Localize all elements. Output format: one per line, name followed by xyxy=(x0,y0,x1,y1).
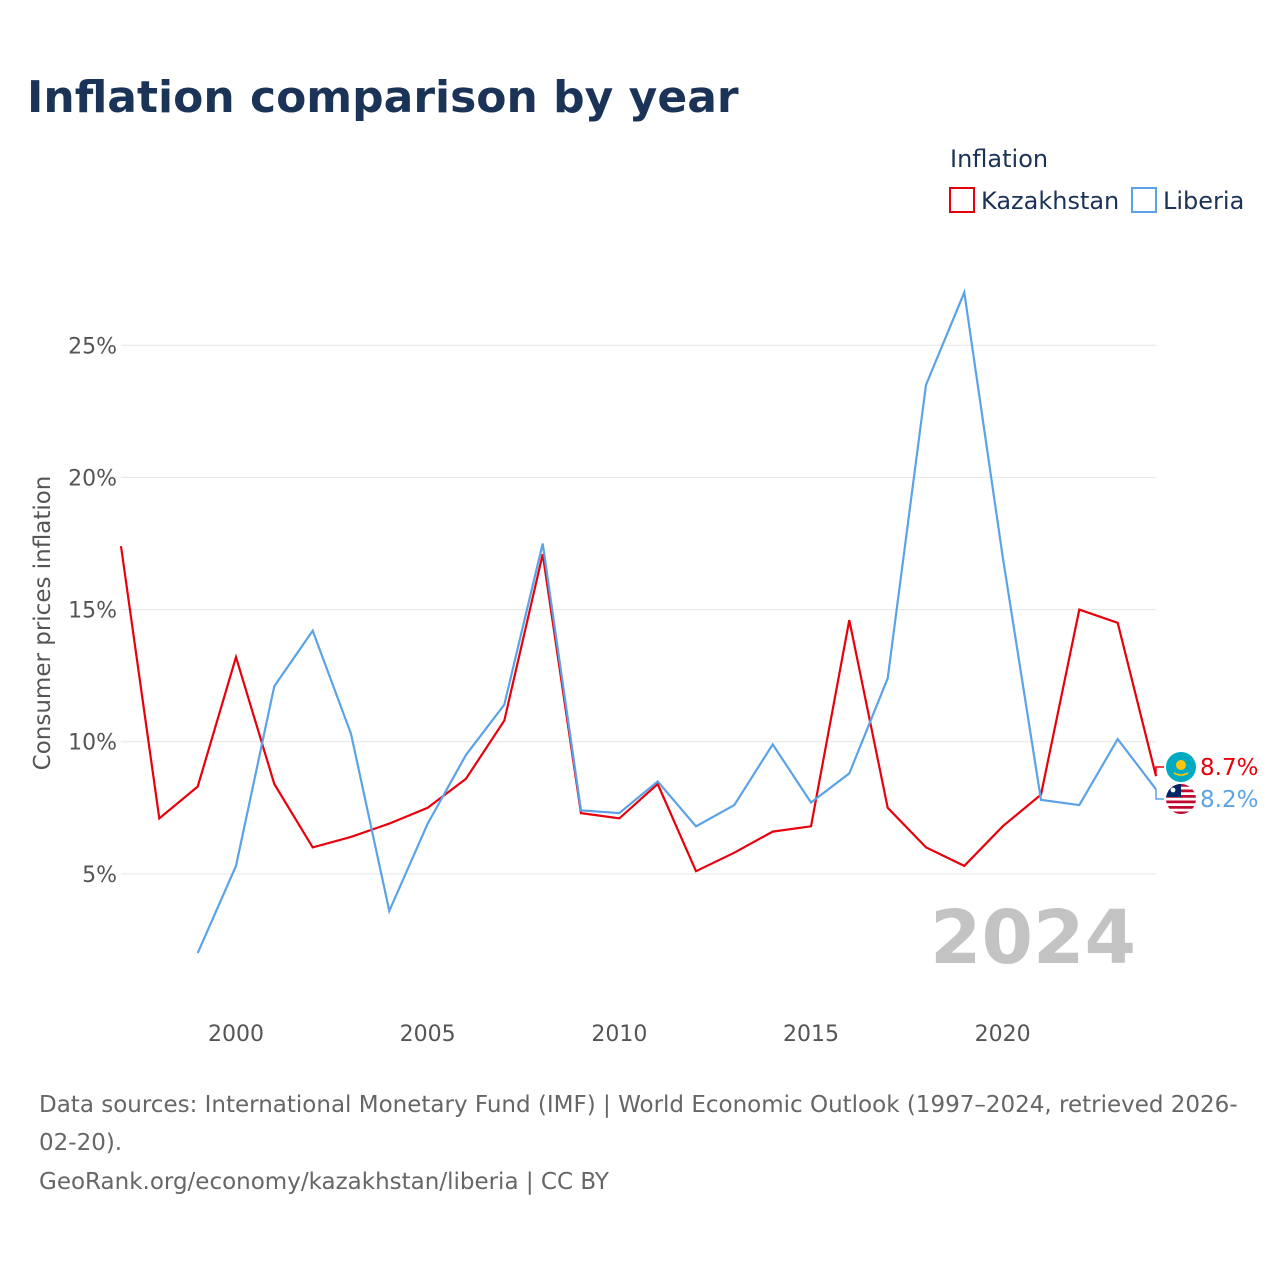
series-lines xyxy=(119,288,1158,954)
series-end-labels: 8.7% 8.2% xyxy=(1155,752,1258,814)
y-tick-label: 15% xyxy=(68,599,117,624)
legend-label-kazakhstan[interactable]: Kazakhstan xyxy=(981,187,1119,215)
x-tick-label: 2010 xyxy=(591,1022,647,1047)
y-axis-label: Consumer prices inflation xyxy=(30,476,56,771)
y-tick-label: 20% xyxy=(68,466,117,491)
series-line-kazakhstan[interactable] xyxy=(119,545,1158,873)
x-tick-label: 2005 xyxy=(400,1022,456,1047)
end-value-label: 8.7% xyxy=(1200,755,1258,781)
year-watermark: 2024 xyxy=(930,895,1136,981)
grid-lines xyxy=(121,344,1156,875)
legend: Inflation Kazakhstan Liberia xyxy=(949,145,1244,215)
end-connector xyxy=(1155,766,1164,777)
credit-line[interactable]: GeoRank.org/economy/kazakhstan/liberia |… xyxy=(39,1169,609,1195)
legend-label-liberia[interactable]: Liberia xyxy=(1163,187,1244,215)
y-axis-ticks: 5% 10% 15% 20% 25% xyxy=(68,334,117,888)
end-value-label: 8.2% xyxy=(1200,787,1258,813)
x-axis-ticks: 2000 2005 2010 2015 2020 xyxy=(208,1022,1031,1047)
y-tick-label: 25% xyxy=(68,334,117,359)
data-sources-note: Data sources: International Monetary Fun… xyxy=(39,1092,1238,1156)
x-tick-label: 2000 xyxy=(208,1022,264,1047)
x-tick-label: 2015 xyxy=(783,1022,839,1047)
page-title: Inflation comparison by year xyxy=(27,72,739,123)
legend-title: Inflation xyxy=(950,145,1048,173)
y-tick-label: 10% xyxy=(68,731,117,756)
kazakhstan-flag-icon xyxy=(1166,752,1196,782)
legend-swatch-liberia[interactable] xyxy=(1131,187,1157,213)
x-tick-label: 2020 xyxy=(975,1022,1031,1047)
liberia-flag-icon xyxy=(1166,784,1196,814)
y-tick-label: 5% xyxy=(82,863,117,888)
end-connector xyxy=(1155,789,1164,800)
series-line-liberia[interactable] xyxy=(196,288,1157,954)
legend-swatch-kazakhstan[interactable] xyxy=(949,187,975,213)
